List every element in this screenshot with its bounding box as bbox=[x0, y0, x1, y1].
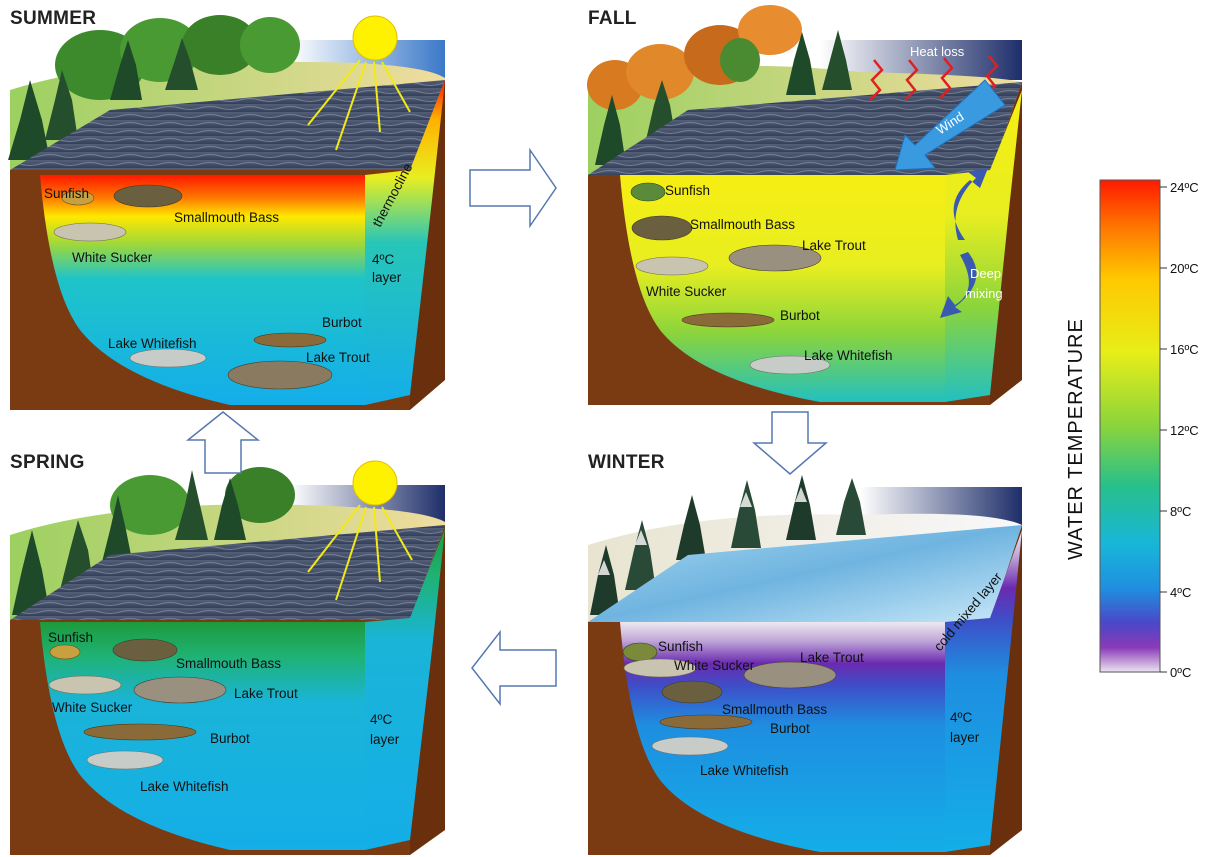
fall-sky bbox=[820, 40, 1022, 80]
temperature-colorbar bbox=[1099, 179, 1161, 673]
panel-title-spring: SPRING bbox=[10, 452, 85, 473]
spring-sun-icon bbox=[352, 460, 398, 506]
winter-label-lake-whitefish: Lake Whitefish bbox=[700, 763, 789, 778]
spring-label-4c: 4ºC bbox=[370, 712, 392, 727]
winter-trees bbox=[590, 475, 866, 615]
cycle-arrows bbox=[185, 147, 829, 707]
summer-label-burbot: Burbot bbox=[322, 315, 362, 330]
tick-24c: 24ºC bbox=[1170, 180, 1199, 195]
fall-label-deep: Deep bbox=[970, 266, 1001, 281]
fall-wind-arrow bbox=[894, 79, 1006, 171]
summer-label-white-sucker: White Sucker bbox=[72, 250, 153, 265]
arrow-winter-to-spring bbox=[471, 629, 557, 707]
winter-water bbox=[620, 622, 945, 852]
winter-panel: Sunfish White Sucker Lake Trout Smallmou… bbox=[588, 475, 1022, 855]
winter-label-sunfish: Sunfish bbox=[658, 639, 703, 654]
winter-label-burbot: Burbot bbox=[770, 721, 810, 736]
summer-fish-group bbox=[53, 184, 333, 390]
tick-4c: 4ºC bbox=[1170, 585, 1191, 600]
temperature-scale: 24ºC 20ºC 16ºC 12ºC 8ºC 4ºC 0ºC WATER TE… bbox=[1065, 179, 1199, 680]
summer-label-smallmouth-bass: Smallmouth Bass bbox=[174, 210, 279, 225]
spring-trees bbox=[12, 467, 295, 615]
arrow-summer-to-fall bbox=[469, 147, 557, 229]
spring-label-burbot: Burbot bbox=[210, 731, 250, 746]
temperature-ticks bbox=[1160, 186, 1167, 673]
tick-16c: 16ºC bbox=[1170, 342, 1199, 357]
fall-water-side bbox=[945, 90, 1022, 402]
spring-sunray-arrows bbox=[307, 504, 413, 601]
winter-label-smallmouth-bass: Smallmouth Bass bbox=[722, 702, 827, 717]
panel-title-summer: SUMMER bbox=[10, 8, 97, 29]
fall-label-mixing: mixing bbox=[965, 286, 1003, 301]
fall-trees bbox=[587, 5, 852, 165]
spring-label-lake-trout: Lake Trout bbox=[234, 686, 298, 701]
winter-label-layer: layer bbox=[950, 730, 980, 745]
summer-water-side bbox=[365, 80, 445, 405]
fall-fish-group bbox=[630, 182, 831, 375]
fall-label-lake-trout: Lake Trout bbox=[802, 238, 866, 253]
spring-label-layer: layer bbox=[370, 732, 400, 747]
summer-label-4c: 4ºC bbox=[372, 252, 394, 267]
arrow-spring-to-summer bbox=[185, 411, 261, 474]
tick-20c: 20ºC bbox=[1170, 261, 1199, 276]
fall-panel: Heat loss Wind Deep mixing Sunfish Small… bbox=[587, 5, 1022, 405]
arrow-fall-to-winter bbox=[751, 411, 829, 475]
spring-fish-group bbox=[48, 638, 227, 770]
summer-label-lake-whitefish: Lake Whitefish bbox=[108, 336, 197, 351]
summer-label-sunfish: Sunfish bbox=[44, 186, 89, 201]
summer-sunray-arrows bbox=[307, 59, 411, 151]
fall-label-sunfish: Sunfish bbox=[665, 183, 710, 198]
tick-8c: 8ºC bbox=[1170, 504, 1191, 519]
spring-water-side bbox=[365, 528, 445, 850]
fall-label-lake-whitefish: Lake Whitefish bbox=[804, 348, 893, 363]
winter-fish-group bbox=[622, 642, 837, 756]
summer-panel: Sunfish Smallmouth Bass White Sucker Bur… bbox=[8, 15, 445, 410]
spring-water bbox=[40, 622, 365, 850]
winter-label-lake-trout: Lake Trout bbox=[800, 650, 864, 665]
winter-ice-surface bbox=[588, 525, 1022, 622]
spring-label-white-sucker: White Sucker bbox=[52, 700, 133, 715]
winter-label-white-sucker: White Sucker bbox=[674, 658, 755, 673]
fall-water bbox=[620, 175, 945, 402]
winter-water-side bbox=[945, 530, 1022, 852]
fall-label-white-sucker: White Sucker bbox=[646, 284, 727, 299]
spring-panel: Sunfish Smallmouth Bass Lake Trout White… bbox=[10, 460, 445, 855]
summer-sun-icon bbox=[352, 15, 398, 61]
scale-title: WATER TEMPERATURE bbox=[1065, 318, 1087, 560]
fall-label-smallmouth-bass: Smallmouth Bass bbox=[690, 217, 795, 232]
tick-0c: 0ºC bbox=[1170, 665, 1191, 680]
spring-label-smallmouth-bass: Smallmouth Bass bbox=[176, 656, 281, 671]
fall-label-burbot: Burbot bbox=[780, 308, 820, 323]
summer-label-layer: layer bbox=[372, 270, 402, 285]
spring-label-sunfish: Sunfish bbox=[48, 630, 93, 645]
fall-label-heat-loss: Heat loss bbox=[910, 44, 965, 59]
winter-label-4c: 4ºC bbox=[950, 710, 972, 725]
fall-deep-mixing-arrows bbox=[940, 168, 988, 318]
panel-title-fall: FALL bbox=[588, 8, 637, 29]
panel-title-winter: WINTER bbox=[588, 452, 665, 473]
spring-label-lake-whitefish: Lake Whitefish bbox=[140, 779, 229, 794]
summer-label-lake-trout: Lake Trout bbox=[306, 350, 370, 365]
tick-12c: 12ºC bbox=[1170, 423, 1199, 438]
summer-trees bbox=[8, 15, 300, 160]
